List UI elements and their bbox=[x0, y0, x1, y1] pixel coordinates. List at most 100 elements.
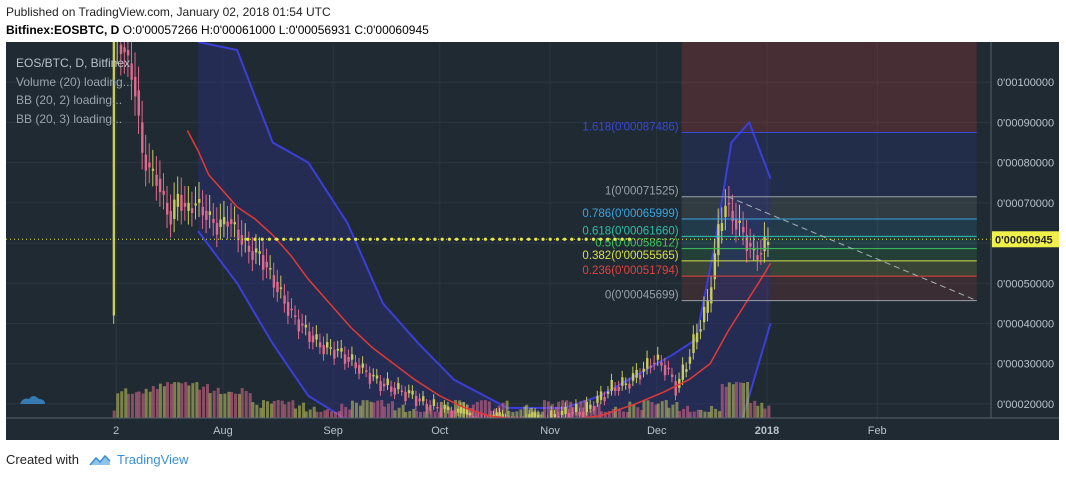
volume-bar bbox=[365, 400, 369, 418]
volume-bar bbox=[259, 407, 263, 418]
volume-bar bbox=[141, 393, 145, 418]
last-price-dot bbox=[303, 237, 308, 241]
footer: Created with TradingView bbox=[6, 452, 189, 467]
last-price-dot bbox=[505, 237, 509, 241]
volume-bar bbox=[340, 403, 344, 418]
volume-bar bbox=[248, 393, 252, 418]
last-price-dot bbox=[498, 237, 502, 241]
last-price-dot bbox=[455, 237, 459, 241]
last-price-dot bbox=[491, 237, 495, 241]
candle-body bbox=[411, 390, 414, 395]
last-price-dot bbox=[375, 237, 380, 241]
y-tick-label: 0'00030000 bbox=[997, 359, 1054, 371]
volume-bar bbox=[692, 411, 696, 418]
candle-body bbox=[144, 154, 148, 171]
moving-average-line bbox=[186, 130, 772, 421]
last-price-dot bbox=[347, 237, 351, 241]
volume-bar bbox=[358, 405, 362, 418]
volume-bar bbox=[326, 409, 330, 418]
volume-bar bbox=[319, 411, 323, 418]
candle-body bbox=[301, 323, 304, 326]
y-tick-label: 0'00100000 bbox=[997, 77, 1054, 89]
volume-bar bbox=[671, 404, 675, 418]
volume-bar bbox=[158, 383, 162, 418]
last-price-dot bbox=[318, 237, 322, 241]
candle-body bbox=[663, 365, 667, 376]
volume-bar bbox=[756, 405, 760, 418]
candle-body bbox=[454, 411, 457, 414]
last-price-dot bbox=[390, 237, 394, 241]
volume-bar bbox=[116, 393, 120, 418]
candle-body bbox=[308, 331, 311, 342]
candle-body bbox=[713, 253, 717, 280]
candle-body bbox=[166, 202, 169, 215]
volume-bar bbox=[238, 393, 242, 418]
chart-canvas[interactable]: 1.618(0'00087486) 1(0'00071525) 0.786(0'00… bbox=[6, 42, 1059, 440]
volume-bar bbox=[283, 404, 287, 418]
volume-bar bbox=[718, 411, 722, 418]
volume-bar bbox=[401, 404, 405, 418]
volume-bar bbox=[760, 402, 764, 418]
volume-bar bbox=[557, 401, 561, 418]
candle-body bbox=[180, 194, 183, 211]
volume-bar bbox=[382, 406, 386, 418]
volume-bar bbox=[230, 391, 234, 418]
legend-bb-2: BB (20, 2) loading... bbox=[16, 93, 123, 107]
x-tick-label: Feb bbox=[868, 425, 887, 437]
volume-bar bbox=[148, 391, 152, 418]
candle-body bbox=[350, 354, 354, 360]
last-price-dot bbox=[591, 237, 596, 241]
legend-bb-3: BB (20, 3) loading... bbox=[16, 111, 123, 126]
volume-bar bbox=[369, 401, 373, 418]
last-price-dot bbox=[440, 237, 444, 241]
candle-body bbox=[290, 308, 293, 311]
volume-bar bbox=[302, 402, 306, 418]
volume-bar bbox=[251, 402, 255, 418]
candle-body bbox=[379, 381, 382, 392]
volume-bar bbox=[626, 411, 630, 418]
candle-body bbox=[656, 354, 660, 360]
tradingview-link[interactable]: TradingView bbox=[116, 452, 189, 467]
candle-body bbox=[294, 315, 297, 317]
volume-bar bbox=[184, 382, 188, 418]
volume-bar bbox=[361, 400, 365, 418]
volume-bar bbox=[714, 408, 718, 418]
last-price-dot bbox=[469, 237, 473, 241]
volume-bar bbox=[202, 386, 206, 418]
volume-bar bbox=[380, 400, 384, 418]
volume-bar bbox=[451, 410, 455, 418]
candle-body bbox=[436, 406, 439, 409]
volume-bar bbox=[208, 393, 212, 418]
y-tick-label: 0'00070000 bbox=[997, 198, 1054, 210]
volume-bar bbox=[487, 401, 491, 418]
volume-bar bbox=[162, 386, 166, 418]
candle-body bbox=[720, 223, 724, 232]
volume-bar bbox=[678, 411, 682, 418]
candle-body bbox=[112, 42, 116, 316]
last-price-dot bbox=[570, 237, 574, 241]
candle-body bbox=[749, 243, 752, 247]
candle-body bbox=[393, 387, 396, 395]
candle-body bbox=[752, 248, 756, 251]
volume-bar bbox=[493, 408, 497, 418]
fib-level-label: 0.618(0'00061660) bbox=[582, 225, 678, 237]
volume-bar bbox=[414, 410, 418, 418]
last-price-dot bbox=[361, 237, 365, 241]
candle-body bbox=[208, 211, 212, 215]
x-tick-label: Aug bbox=[213, 425, 233, 437]
candle-body bbox=[699, 329, 702, 332]
candle-body bbox=[446, 406, 450, 410]
volume-bar bbox=[276, 400, 280, 418]
volume-bar bbox=[710, 405, 714, 418]
volume-bar bbox=[330, 411, 334, 418]
candle-body bbox=[198, 199, 201, 203]
volume-bar bbox=[323, 410, 327, 418]
ohlc-values: O:0'00057266 H:0'00061000 L:0'00056931 C… bbox=[122, 23, 429, 37]
volume-bar bbox=[599, 411, 603, 418]
last-price-dot bbox=[260, 237, 264, 241]
price-chart[interactable]: 1.618(0'00087486) 1(0'00071525) 0.786(0'00… bbox=[6, 42, 1059, 440]
volume-bar bbox=[654, 404, 658, 418]
volume-bar bbox=[632, 404, 636, 418]
fib-zone bbox=[681, 196, 977, 219]
candle-body bbox=[465, 408, 469, 415]
